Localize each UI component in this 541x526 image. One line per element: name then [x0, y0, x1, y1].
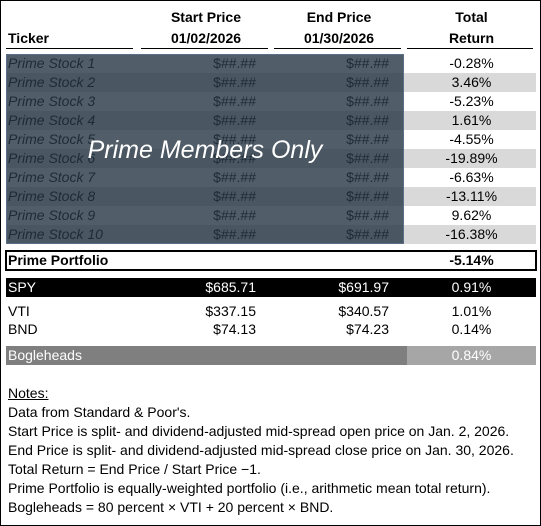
table-cell: 1.01% [451, 303, 492, 319]
header-cell: Return [448, 30, 495, 46]
table-cell: -4.55% [449, 131, 494, 147]
table-cell: Prime Portfolio [8, 252, 109, 268]
table-cell: $74.13 [213, 321, 256, 337]
header-cell: End Price [306, 9, 372, 25]
table-cell: 0.91% [451, 279, 492, 295]
header-underline [274, 48, 401, 49]
table-cell: 0.14% [451, 321, 492, 337]
header-cell: 01/30/2026 [303, 30, 375, 46]
table-cell: BND [8, 321, 38, 337]
note-line: End Price is split- and dividend-adjuste… [8, 442, 514, 458]
table-cell: $340.57 [338, 303, 389, 319]
table-cell: $74.23 [346, 321, 389, 337]
table-cell: 3.46% [451, 74, 492, 90]
header-cell: Start Price [170, 9, 242, 25]
table-cell: -5.23% [449, 93, 494, 109]
header-underline [407, 48, 533, 49]
portfolio-box [5, 250, 537, 271]
header-cell: Ticker [8, 30, 49, 46]
table-cell: 0.84% [451, 347, 492, 363]
spy-shade [6, 278, 536, 297]
table-cell: -16.38% [445, 226, 498, 242]
table-cell: SPY [8, 279, 37, 295]
table-cell: -0.28% [449, 55, 494, 71]
table-cell: $337.15 [205, 303, 256, 319]
members-overlay [6, 54, 404, 244]
overlay-text: Prime Members Only [87, 136, 323, 164]
table-cell: $691.97 [338, 279, 389, 295]
header-underline [6, 48, 133, 49]
table-cell: VTI [8, 303, 30, 319]
table-cell: 9.62% [451, 207, 492, 223]
table-cell: -13.11% [445, 188, 498, 204]
table-cell: -5.14% [449, 252, 494, 268]
bogleheads-return-shade [407, 346, 536, 365]
header-cell: Total [455, 9, 488, 25]
note-line: Start Price is split- and dividend-adjus… [8, 423, 510, 439]
note-line: Total Return = End Price / Start Price −… [8, 461, 261, 477]
table-cell: -6.63% [449, 169, 494, 185]
note-line: Bogleheads = 80 percent × VTI + 20 perce… [8, 499, 334, 515]
note-line: Data from Standard & Poor's. [8, 404, 191, 420]
table-cell: $685.71 [205, 279, 256, 295]
header-cell: 01/02/2026 [170, 30, 242, 46]
table-cell: -19.89% [445, 150, 498, 166]
note-line: Prime Portfolio is equally-weighted port… [8, 480, 491, 496]
bogleheads-shade [6, 346, 536, 365]
table-cell: 1.61% [451, 112, 492, 128]
table-cell: Bogleheads [8, 347, 82, 363]
header-underline [141, 48, 268, 49]
notes-title: Notes: [8, 385, 49, 401]
